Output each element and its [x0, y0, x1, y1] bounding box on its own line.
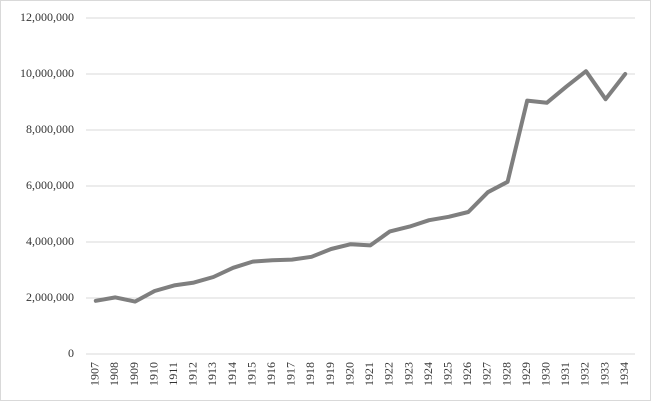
y-tick-label: 2,000,000	[26, 290, 74, 304]
x-tick-label: 1915	[244, 362, 258, 386]
x-tick-label: 1925	[440, 362, 454, 386]
y-tick-label: 10,000,000	[20, 66, 74, 80]
x-tick-label: 1916	[264, 362, 278, 386]
x-tick-label: 1914	[225, 362, 239, 386]
x-tick-label: 1934	[617, 362, 631, 386]
y-tick-label: 8,000,000	[26, 122, 74, 136]
x-tick-label: 1917	[284, 362, 298, 386]
x-tick-label: 1908	[107, 362, 121, 386]
y-tick-label: 6,000,000	[26, 178, 74, 192]
x-tick-label: 1918	[303, 362, 317, 386]
data-line	[93, 69, 628, 304]
x-tick-label: 1932	[578, 362, 592, 386]
x-tick-label: 1912	[186, 362, 200, 386]
x-tick-label: 1929	[519, 362, 533, 386]
x-tick-label: 1927	[480, 362, 494, 386]
x-tick-label: 1924	[421, 362, 435, 386]
x-tick-label: 1913	[205, 362, 219, 386]
y-tick-label: 0	[68, 346, 74, 360]
x-tick-label: 1928	[499, 362, 513, 386]
x-tick-label: 1909	[127, 362, 141, 386]
x-tick-label: 1923	[401, 362, 415, 386]
y-tick-label: 12,000,000	[20, 10, 74, 24]
x-tick-label: 1920	[342, 362, 356, 386]
x-tick-label: 1930	[539, 362, 553, 386]
x-tick-label: 1921	[362, 362, 376, 386]
x-tick-label: 1931	[558, 362, 572, 386]
y-tick-label: 4,000,000	[26, 234, 74, 248]
x-tick-label: 1907	[88, 362, 102, 386]
x-tick-label: 1910	[146, 362, 160, 386]
x-tick-label: 1933	[597, 362, 611, 386]
x-tick-label: 1926	[460, 362, 474, 386]
x-tick-label: 1919	[323, 362, 337, 386]
x-tick-label: 1922	[382, 362, 396, 386]
x-tick-label: 1911	[166, 362, 180, 386]
